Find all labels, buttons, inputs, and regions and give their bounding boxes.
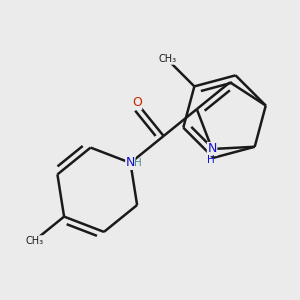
Text: N: N <box>207 142 217 155</box>
Text: H: H <box>207 155 215 165</box>
Text: N: N <box>126 156 135 170</box>
Text: H: H <box>134 158 141 168</box>
Text: O: O <box>132 96 142 109</box>
Text: CH₃: CH₃ <box>158 54 176 64</box>
Text: CH₃: CH₃ <box>25 236 43 246</box>
